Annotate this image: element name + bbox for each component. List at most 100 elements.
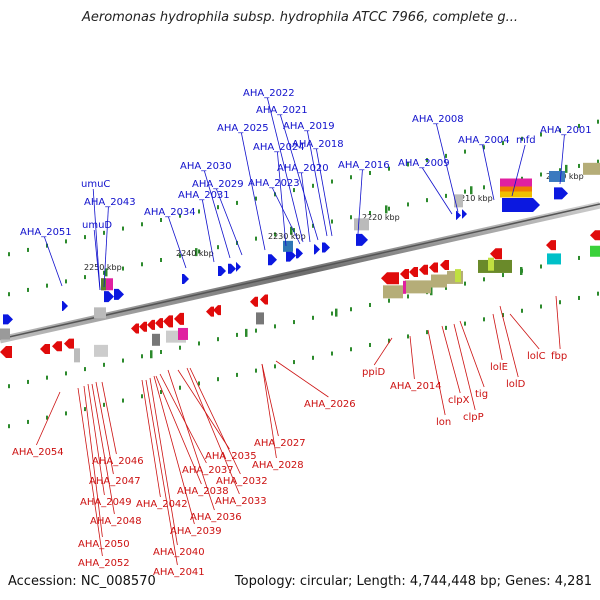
leader-line: [95, 381, 114, 475]
leader-line: [92, 188, 101, 291]
forward-gene-arrow: [236, 261, 241, 272]
tick-mark: [160, 390, 162, 394]
reverse-gene-arrow: [250, 296, 258, 307]
accession-text: Accession: NC_008570: [8, 574, 156, 589]
topology-text: Topology: circular; Length: 4,744,448 bp…: [234, 574, 592, 589]
gene-label: tig: [475, 389, 488, 400]
tick-mark: [27, 247, 29, 252]
leader-line: [44, 236, 63, 287]
reverse-gene-arrow: [52, 341, 62, 352]
annotation-box: [178, 327, 188, 340]
leader-line: [261, 363, 277, 459]
gene-features: [0, 162, 600, 363]
tick-mark: [160, 350, 162, 354]
tick-mark: [179, 385, 181, 390]
tick-mark: [236, 332, 238, 337]
tick-mark: [46, 243, 48, 248]
tick-mark: [369, 210, 371, 215]
tick-mark: [103, 270, 105, 275]
forward-gene-arrow: [456, 210, 461, 220]
gene-label: AHA_2038: [177, 486, 229, 497]
major-tick: [150, 350, 153, 359]
annotation-box: [488, 257, 494, 271]
tick-mark: [312, 223, 314, 228]
tick-mark: [217, 337, 219, 342]
tick-mark: [84, 235, 86, 240]
kbp-label: 2210 kbp: [455, 194, 493, 203]
tick-mark: [103, 230, 105, 235]
tick-mark: [179, 213, 181, 218]
tick-mark: [464, 149, 466, 154]
leader-line: [441, 325, 461, 394]
tick-mark: [122, 266, 124, 271]
gene-label: AHA_2042: [136, 499, 188, 510]
gene-label: AHA_2035: [205, 451, 257, 462]
gene-label: AHA_2001: [540, 125, 592, 136]
annotation-box: [283, 240, 293, 252]
tick-mark: [521, 308, 523, 313]
map-title: Aeromonas hydrophila subsp. hydrophila A…: [81, 10, 519, 25]
tick-mark: [483, 185, 485, 190]
gene-label: lon: [436, 417, 451, 428]
reverse-gene-arrow: [213, 305, 221, 316]
tick-mark: [312, 355, 314, 360]
tick-mark: [293, 360, 295, 365]
annotation-box: [547, 253, 561, 265]
gene-label: AHA_2022: [243, 88, 295, 99]
annotation-box: [94, 307, 106, 319]
tick-mark: [8, 424, 10, 429]
gene-label: AHA_2026: [304, 399, 356, 410]
kbp-label: 2240 kbp: [176, 249, 214, 258]
tick-mark: [540, 304, 542, 309]
forward-gene-arrow: [104, 291, 114, 303]
leader-line: [492, 313, 503, 361]
gene-label: AHA_2030: [180, 161, 232, 172]
gene-label: umuC: [81, 179, 110, 190]
leader-line: [275, 360, 329, 398]
tick-mark: [464, 281, 466, 286]
tick-mark: [141, 262, 143, 267]
annotation-box: [500, 191, 532, 198]
kbp-label: 2230 kbp: [268, 232, 306, 241]
tick-mark: [65, 411, 67, 416]
tick-mark: [578, 123, 580, 128]
tick-mark: [388, 206, 390, 211]
gene-label: AHA_2051: [20, 227, 72, 238]
gene-label: lolD: [506, 379, 526, 390]
reverse-gene-arrow: [40, 344, 50, 354]
gene-label: AHA_2016: [338, 160, 390, 171]
tick-mark: [255, 328, 257, 333]
tick-mark: [46, 415, 48, 420]
tick-mark: [597, 119, 599, 124]
tick-mark: [426, 158, 428, 163]
leader-line: [91, 383, 115, 515]
gene-label: AHA_2008: [412, 114, 464, 125]
leader-line: [141, 379, 161, 498]
leader-line: [93, 229, 101, 291]
reverse-gene-arrow: [139, 321, 147, 332]
tick-mark: [65, 371, 67, 376]
reverse-gene-arrow: [206, 306, 214, 317]
tick-mark: [369, 170, 371, 175]
tick-mark: [388, 298, 390, 303]
tick-mark: [407, 162, 409, 167]
gene-label: AHA_2024: [253, 142, 305, 153]
reverse-gene-arrow: [400, 269, 409, 279]
tick-mark: [122, 398, 124, 403]
annotation-box: [455, 269, 461, 283]
leader-line: [482, 144, 495, 201]
gene-label: AHA_2028: [252, 460, 304, 471]
reverse-gene-arrow: [419, 264, 428, 275]
tick-mark: [255, 236, 257, 241]
tick-mark: [293, 188, 295, 193]
leader-line: [159, 373, 207, 464]
tick-mark: [46, 283, 48, 288]
leader-line: [177, 369, 230, 450]
tick-mark: [274, 324, 276, 329]
major-tick: [335, 308, 338, 317]
tick-mark: [540, 172, 542, 177]
major-tick: [430, 287, 433, 296]
tick-mark: [426, 330, 428, 335]
tick-mark: [578, 163, 580, 168]
